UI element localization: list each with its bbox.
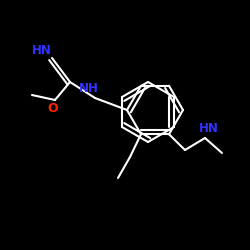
Text: O: O bbox=[48, 102, 58, 114]
Text: HN: HN bbox=[199, 122, 219, 134]
Text: NH: NH bbox=[79, 82, 99, 94]
Text: HN: HN bbox=[32, 44, 52, 57]
